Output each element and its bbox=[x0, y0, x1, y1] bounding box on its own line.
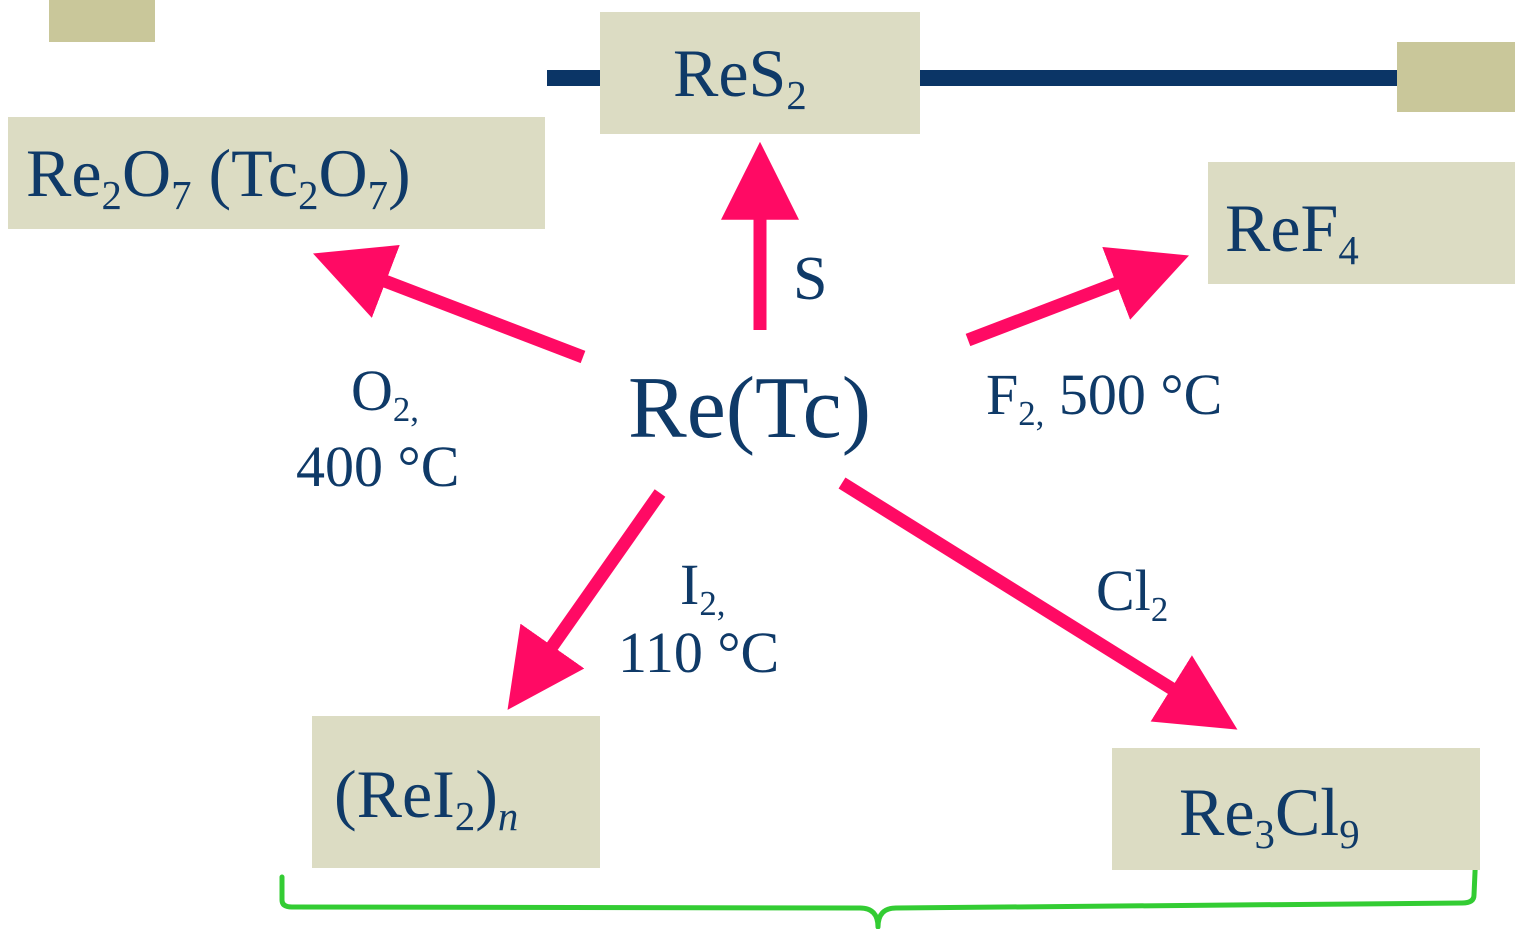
product-re2o7: Re2O7 (Tc2O7) bbox=[26, 135, 411, 219]
product-ref4: ReF4 bbox=[1225, 190, 1359, 274]
title-bar-left bbox=[547, 70, 602, 86]
condition-i2: I2, 110 °C bbox=[618, 552, 780, 685]
bottom-brace bbox=[279, 847, 1479, 929]
center-reactant: Re(Tc) bbox=[628, 360, 872, 457]
condition-f2: F2, 500 °C bbox=[986, 362, 1223, 434]
arrow-to-rei2n bbox=[507, 489, 666, 710]
corner-square-top-right bbox=[1397, 42, 1515, 112]
product-box-ref4: ReF4 bbox=[1208, 162, 1515, 284]
product-box-rei2n: (ReI2)n bbox=[312, 716, 600, 868]
product-box-res2: ReS2 bbox=[600, 12, 920, 134]
arrow-to-re2o7 bbox=[313, 244, 586, 364]
product-box-re2o7: Re2O7 (Tc2O7) bbox=[8, 117, 545, 229]
title-bar-right bbox=[919, 70, 1515, 86]
product-box-re3cl9: Re3Cl9 bbox=[1112, 748, 1480, 870]
condition-o2: O2, 400 °C bbox=[296, 358, 460, 499]
condition-cl2: Cl2 bbox=[1096, 558, 1169, 630]
product-res2: ReS2 bbox=[673, 35, 807, 119]
product-rei2n: (ReI2)n bbox=[334, 756, 519, 840]
product-re3cl9: Re3Cl9 bbox=[1179, 774, 1360, 858]
arrow-to-ref4 bbox=[965, 246, 1189, 347]
corner-square-top-left bbox=[49, 0, 155, 42]
condition-s: S bbox=[793, 245, 828, 313]
arrow-to-re3cl9 bbox=[838, 477, 1238, 730]
